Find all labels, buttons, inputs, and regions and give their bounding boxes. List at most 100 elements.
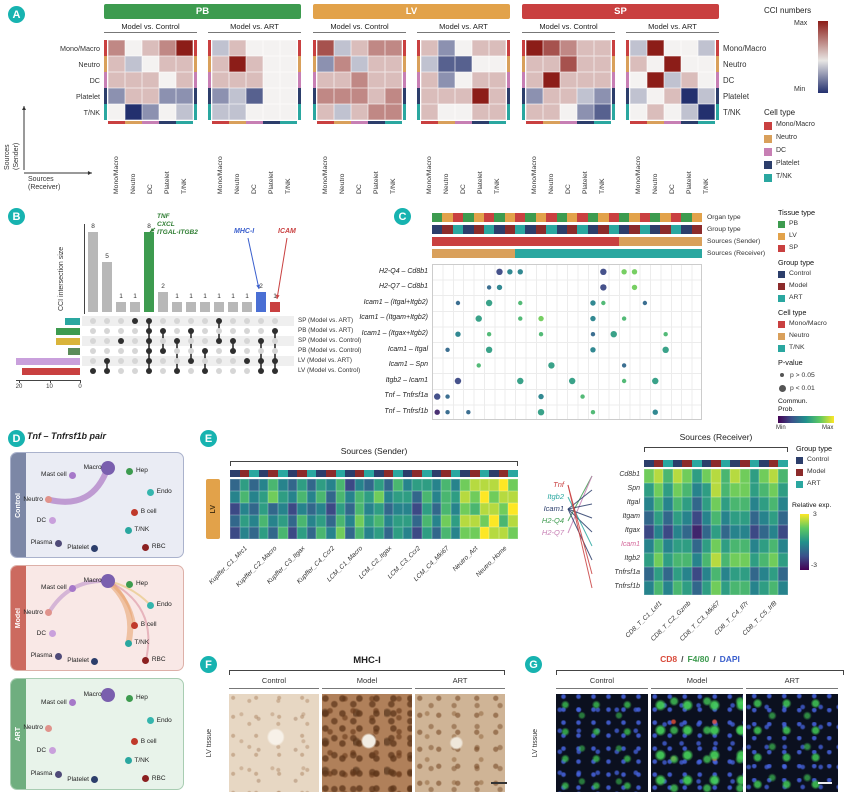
receiver-heatmap-cell [653,581,664,595]
cci-heatmap-cell [368,56,385,72]
cci-heatmap-cell [526,40,543,56]
cci-heatmap-cell [664,88,681,104]
cci-heatmap-cell [229,104,246,120]
gene-pair-label: Tnf – Tnfrsf1b [384,407,428,415]
annotation-cell [556,237,568,246]
tnf-tnfrsf1b-pair-title: Tnf – Tnfrsf1b pair [27,431,107,441]
receptor-gene-label: Cd8b1 [619,471,640,478]
annotation-cell [691,237,703,246]
annotation-cell [452,237,464,246]
sender-heatmap-cell [278,515,288,527]
intersection-bar [186,302,196,312]
sender-heatmap-cell [335,515,346,527]
commun-prob-title-2: Prob. [778,406,795,413]
cci-heatmap-cell [455,40,472,56]
sender-heatmap-cell [374,527,384,539]
sender-heatmap-cell [287,491,298,503]
receiver-heatmap-cell [692,525,702,539]
cci-heatmap-cell [647,40,664,56]
row-celltype-strip [626,56,629,72]
cci-heatmap-cell [246,88,263,104]
cci-heatmap-cell [438,40,455,56]
sender-heatmap-cell [268,515,278,527]
legend-title: Tissue type [778,208,816,217]
title-part: F4/80 [687,654,710,664]
ihc-col-label: Model [356,676,378,685]
gene-pair-label: Icam1 – (Itgax+Itgb2) [361,329,428,337]
receiver-heatmap-cell [653,511,664,525]
heatmap-col-label: T/NK [285,178,292,194]
cci-heatmap-cell [246,104,263,120]
cci-heatmap-cell [421,40,438,56]
upset-matrix [90,318,278,374]
panel-d-badge: D [8,430,25,447]
intersection-bar-value: 1 [245,293,249,300]
group-type-swatch [796,469,803,476]
sender-heatmap-cell [412,491,422,503]
intersection-bar-value: 1 [203,293,207,300]
cell-node [48,747,56,755]
annotation-cell [483,225,495,234]
col-celltype-strip [560,121,577,124]
receiver-group-strip [663,460,673,467]
receiver-heatmap-cell [672,581,683,595]
sender-heatmap-cell [412,515,422,527]
cell-node [131,508,139,516]
row-celltype-strip [313,40,316,56]
sender-heatmap-cell [422,515,432,527]
if-image-art [746,694,838,792]
annotation-cell [556,225,568,234]
cci-heatmap-cell [681,88,698,104]
cell-type-swatch [764,122,772,130]
sender-heatmap-cell [422,479,432,491]
cci-heatmap-cell [125,88,142,104]
comparison-header: Model vs. ART [626,22,719,33]
receiver-heatmap-cell [768,567,779,581]
col-celltype-strip [664,121,681,124]
annotation-cell [670,225,682,234]
if-col-underline [651,688,743,689]
cci-heatmap-cell [630,56,647,72]
cci-heatmap-cell [142,56,159,72]
cci-heatmap-cell [317,88,334,104]
annotation-cell [577,249,589,258]
legend-label: SP [789,244,799,251]
organ-header: PB [104,4,301,19]
receiver-heatmap-cell [701,497,712,511]
col-celltype-strip [334,121,351,124]
cci-heatmap-cell [455,88,472,104]
annotation-cell [587,237,599,246]
receiver-heatmap-cell [663,581,673,595]
col-celltype-strip [176,121,193,124]
heatmap-col-label: T/NK [390,178,397,194]
axis-sender-label-2: (Sender) [13,142,20,170]
cci-heatmap-cell [647,72,664,88]
sender-heatmap-cell [460,515,470,527]
legend-swatch [778,321,785,328]
annotation-cell [483,213,495,222]
receiver-heatmap-cell [730,469,740,483]
annotation-cell [598,237,609,246]
annotation-cell [494,249,506,258]
receiver-heatmap-cell [778,483,788,497]
annotation-cell [525,225,537,234]
set-row-label: LV (Model vs. ART) [298,357,353,364]
annotation-cell [483,249,495,258]
annotation-cell [629,237,641,246]
legend-label: ART [789,294,803,301]
heatmap-col-label: Mono/Macro [635,156,642,194]
sender-heatmap-cell [287,527,298,539]
receiver-group-strip [759,460,769,467]
sender-group-strip [470,470,480,477]
sender-heatmap-cell [268,479,278,491]
cell-node-label: Neutro [23,724,43,732]
set-row-label: LV (Model vs. Control) [298,367,361,374]
heatmap-row-label: Mono/Macro [60,44,100,53]
annotation-cell [670,213,682,222]
sender-group-strip [249,470,259,477]
sender-heatmap-cell [249,527,259,539]
receiver-heatmap-cell [644,511,654,525]
set-size-bar [55,327,80,335]
receiver-heatmap-cell [692,497,702,511]
cell-node [124,526,132,534]
